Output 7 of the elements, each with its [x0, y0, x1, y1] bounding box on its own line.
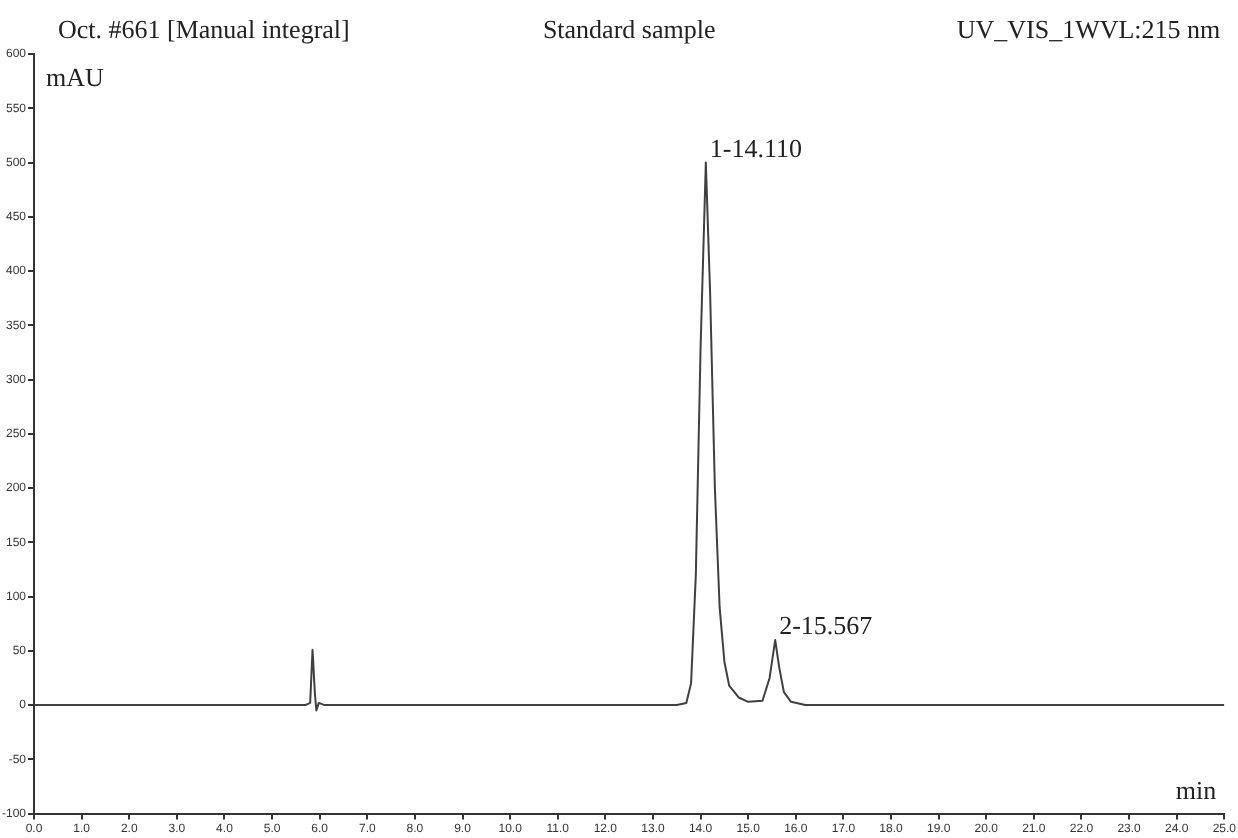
chart-title: Standard sample: [542, 14, 716, 44]
y-axis-title: mAU: [46, 61, 106, 92]
annotation: 1-14.110: [709, 132, 803, 163]
text: Oct. #661 [Manual integral]: [58, 14, 350, 44]
text: UV_VIS_1WVL:215 nm: [956, 14, 1221, 44]
x-axis-title: min: [1175, 775, 1218, 806]
annotation: 2-15.567: [779, 609, 874, 640]
